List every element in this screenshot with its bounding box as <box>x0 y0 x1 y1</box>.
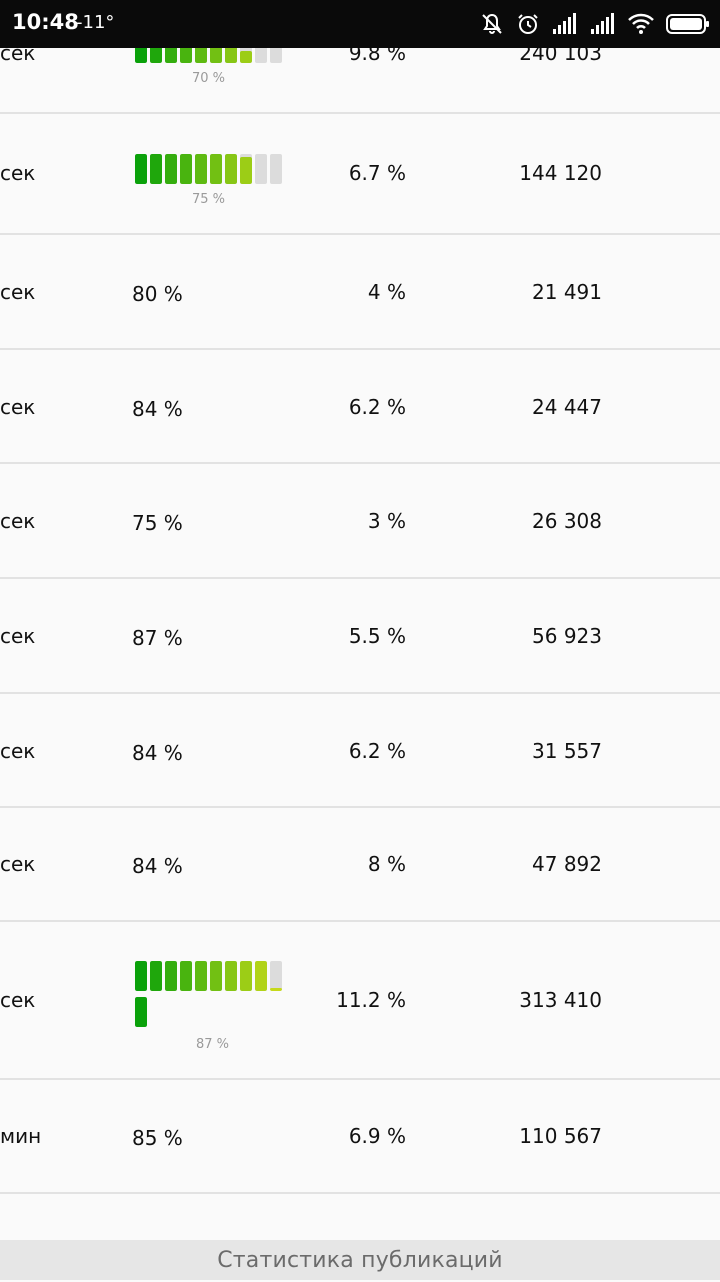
alarm-clock-icon <box>516 12 540 36</box>
gauge-segment <box>195 961 207 991</box>
time-cell: мин <box>0 1124 42 1148</box>
signal-icon <box>552 13 578 35</box>
time-cell: сек <box>0 509 36 533</box>
gauge-segment <box>135 961 147 991</box>
share-cell: 8 % <box>367 852 406 876</box>
table-row[interactable]: сек 87 % 5.5 % 56 923 <box>0 579 720 694</box>
time-cell: сек <box>0 161 36 185</box>
gauge-segment <box>210 961 222 991</box>
table-row[interactable]: мин 85 % 6.9 % 110 567 <box>0 1080 720 1194</box>
percent-cell: 85 % <box>132 1126 183 1150</box>
battery-icon <box>666 13 710 35</box>
views-cell: 24 447 <box>532 395 602 419</box>
time-cell: сек <box>0 624 36 648</box>
status-time: 10:48 <box>12 10 79 34</box>
share-cell: 5.5 % <box>348 624 406 648</box>
gauge-segment <box>240 154 252 184</box>
status-icons <box>480 10 710 38</box>
gauge-bars <box>135 154 282 184</box>
gauge-segment <box>135 997 147 1027</box>
gauge-segment <box>135 154 147 184</box>
views-cell: 31 557 <box>532 739 602 763</box>
percent-cell: 84 % <box>132 854 183 878</box>
wifi-icon <box>628 13 654 35</box>
share-cell: 6.2 % <box>348 395 406 419</box>
gauge-caption: 75 % <box>192 192 226 207</box>
table-row[interactable]: сек 75 % 3 % 26 308 <box>0 464 720 579</box>
views-cell: 56 923 <box>532 624 602 648</box>
gauge-segment <box>270 961 282 991</box>
views-cell: 47 892 <box>532 852 602 876</box>
gauge-segment <box>270 154 282 184</box>
gauge-segment <box>225 961 237 991</box>
gauge-segment <box>180 154 192 184</box>
gauge-segment <box>240 961 252 991</box>
share-cell: 3 % <box>367 509 406 533</box>
gauge-segment <box>225 154 237 184</box>
table-row[interactable]: сек 84 % 8 % 47 892 <box>0 808 720 922</box>
time-cell: сек <box>0 280 36 304</box>
gauge-segment <box>165 154 177 184</box>
gauge-segment <box>255 961 267 991</box>
time-cell: сек <box>0 395 36 419</box>
gauge-segment <box>255 154 267 184</box>
table-row[interactable]: сек 80 % 4 % 21 491 <box>0 235 720 350</box>
views-cell: 110 567 <box>519 1124 602 1148</box>
gauge-caption: 87 % <box>196 1037 230 1052</box>
views-cell: 144 120 <box>519 161 602 185</box>
table-row[interactable]: сек 87 % 11.2 % 313 410 <box>0 922 720 1080</box>
share-cell: 4 % <box>367 280 406 304</box>
percent-cell: 84 % <box>132 397 183 421</box>
share-cell: 6.2 % <box>348 739 406 763</box>
percent-cell: 75 % <box>132 511 183 535</box>
share-cell: 6.9 % <box>348 1124 406 1148</box>
table-row[interactable]: сек 84 % 6.2 % 24 447 <box>0 350 720 464</box>
views-cell: 26 308 <box>532 509 602 533</box>
gauge-segment <box>195 154 207 184</box>
views-cell: 313 410 <box>519 988 602 1012</box>
percent-cell: 87 % <box>132 626 183 650</box>
mute-bell-icon <box>480 12 504 36</box>
time-cell: сек <box>0 988 36 1012</box>
signal-icon <box>590 13 616 35</box>
share-cell: 6.7 % <box>348 161 406 185</box>
status-temperature: -11° <box>76 12 115 33</box>
table-row[interactable]: сек 84 % 6.2 % 31 557 <box>0 694 720 808</box>
table-row[interactable]: сек 75 % 6.7 % 144 120 <box>0 114 720 235</box>
gauge-bars <box>135 961 285 1027</box>
percent-cell: 80 % <box>132 282 183 306</box>
views-cell: 21 491 <box>532 280 602 304</box>
gauge-segment <box>165 961 177 991</box>
gauge-segment <box>150 154 162 184</box>
publication-stats-label: Статистика публикаций <box>217 1248 503 1273</box>
percent-cell: 84 % <box>132 741 183 765</box>
time-cell: сек <box>0 739 36 763</box>
status-bar: 10:48 -11° <box>0 0 720 48</box>
share-cell: 11.2 % <box>336 988 406 1012</box>
gauge-segment <box>180 961 192 991</box>
gauge-segment <box>150 961 162 991</box>
gauge-segment <box>210 154 222 184</box>
time-cell: сек <box>0 852 36 876</box>
gauge-caption: 70 % <box>192 71 226 86</box>
publication-stats-tab[interactable]: Статистика публикаций <box>0 1240 720 1280</box>
